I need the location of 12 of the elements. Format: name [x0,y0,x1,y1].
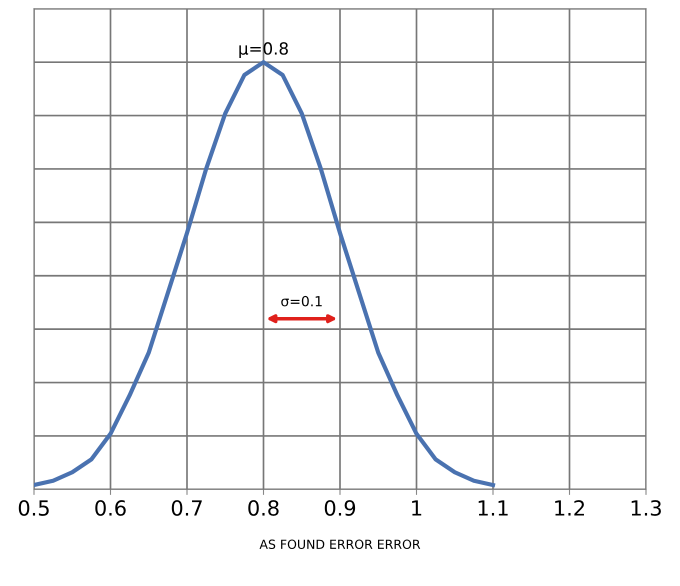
x-tick-label: 1.2 [555,500,584,516]
annotation: σ=0.1 [281,296,322,306]
x-tick-label: 1.1 [478,500,508,516]
annotation: μ=0.8 [239,42,288,58]
x-tick-label: 0.9 [324,500,356,516]
x-axis-title: AS FOUND ERROR ERROR [260,540,420,550]
x-tick-label: 1.3 [632,500,661,516]
x-tick-label: 0.5 [18,500,49,516]
x-tick-label: 0.7 [172,500,202,516]
x-tick-label: 0.6 [95,500,126,516]
x-tick-label: 1 [412,500,422,516]
x-tick-label: 0.8 [248,500,279,516]
